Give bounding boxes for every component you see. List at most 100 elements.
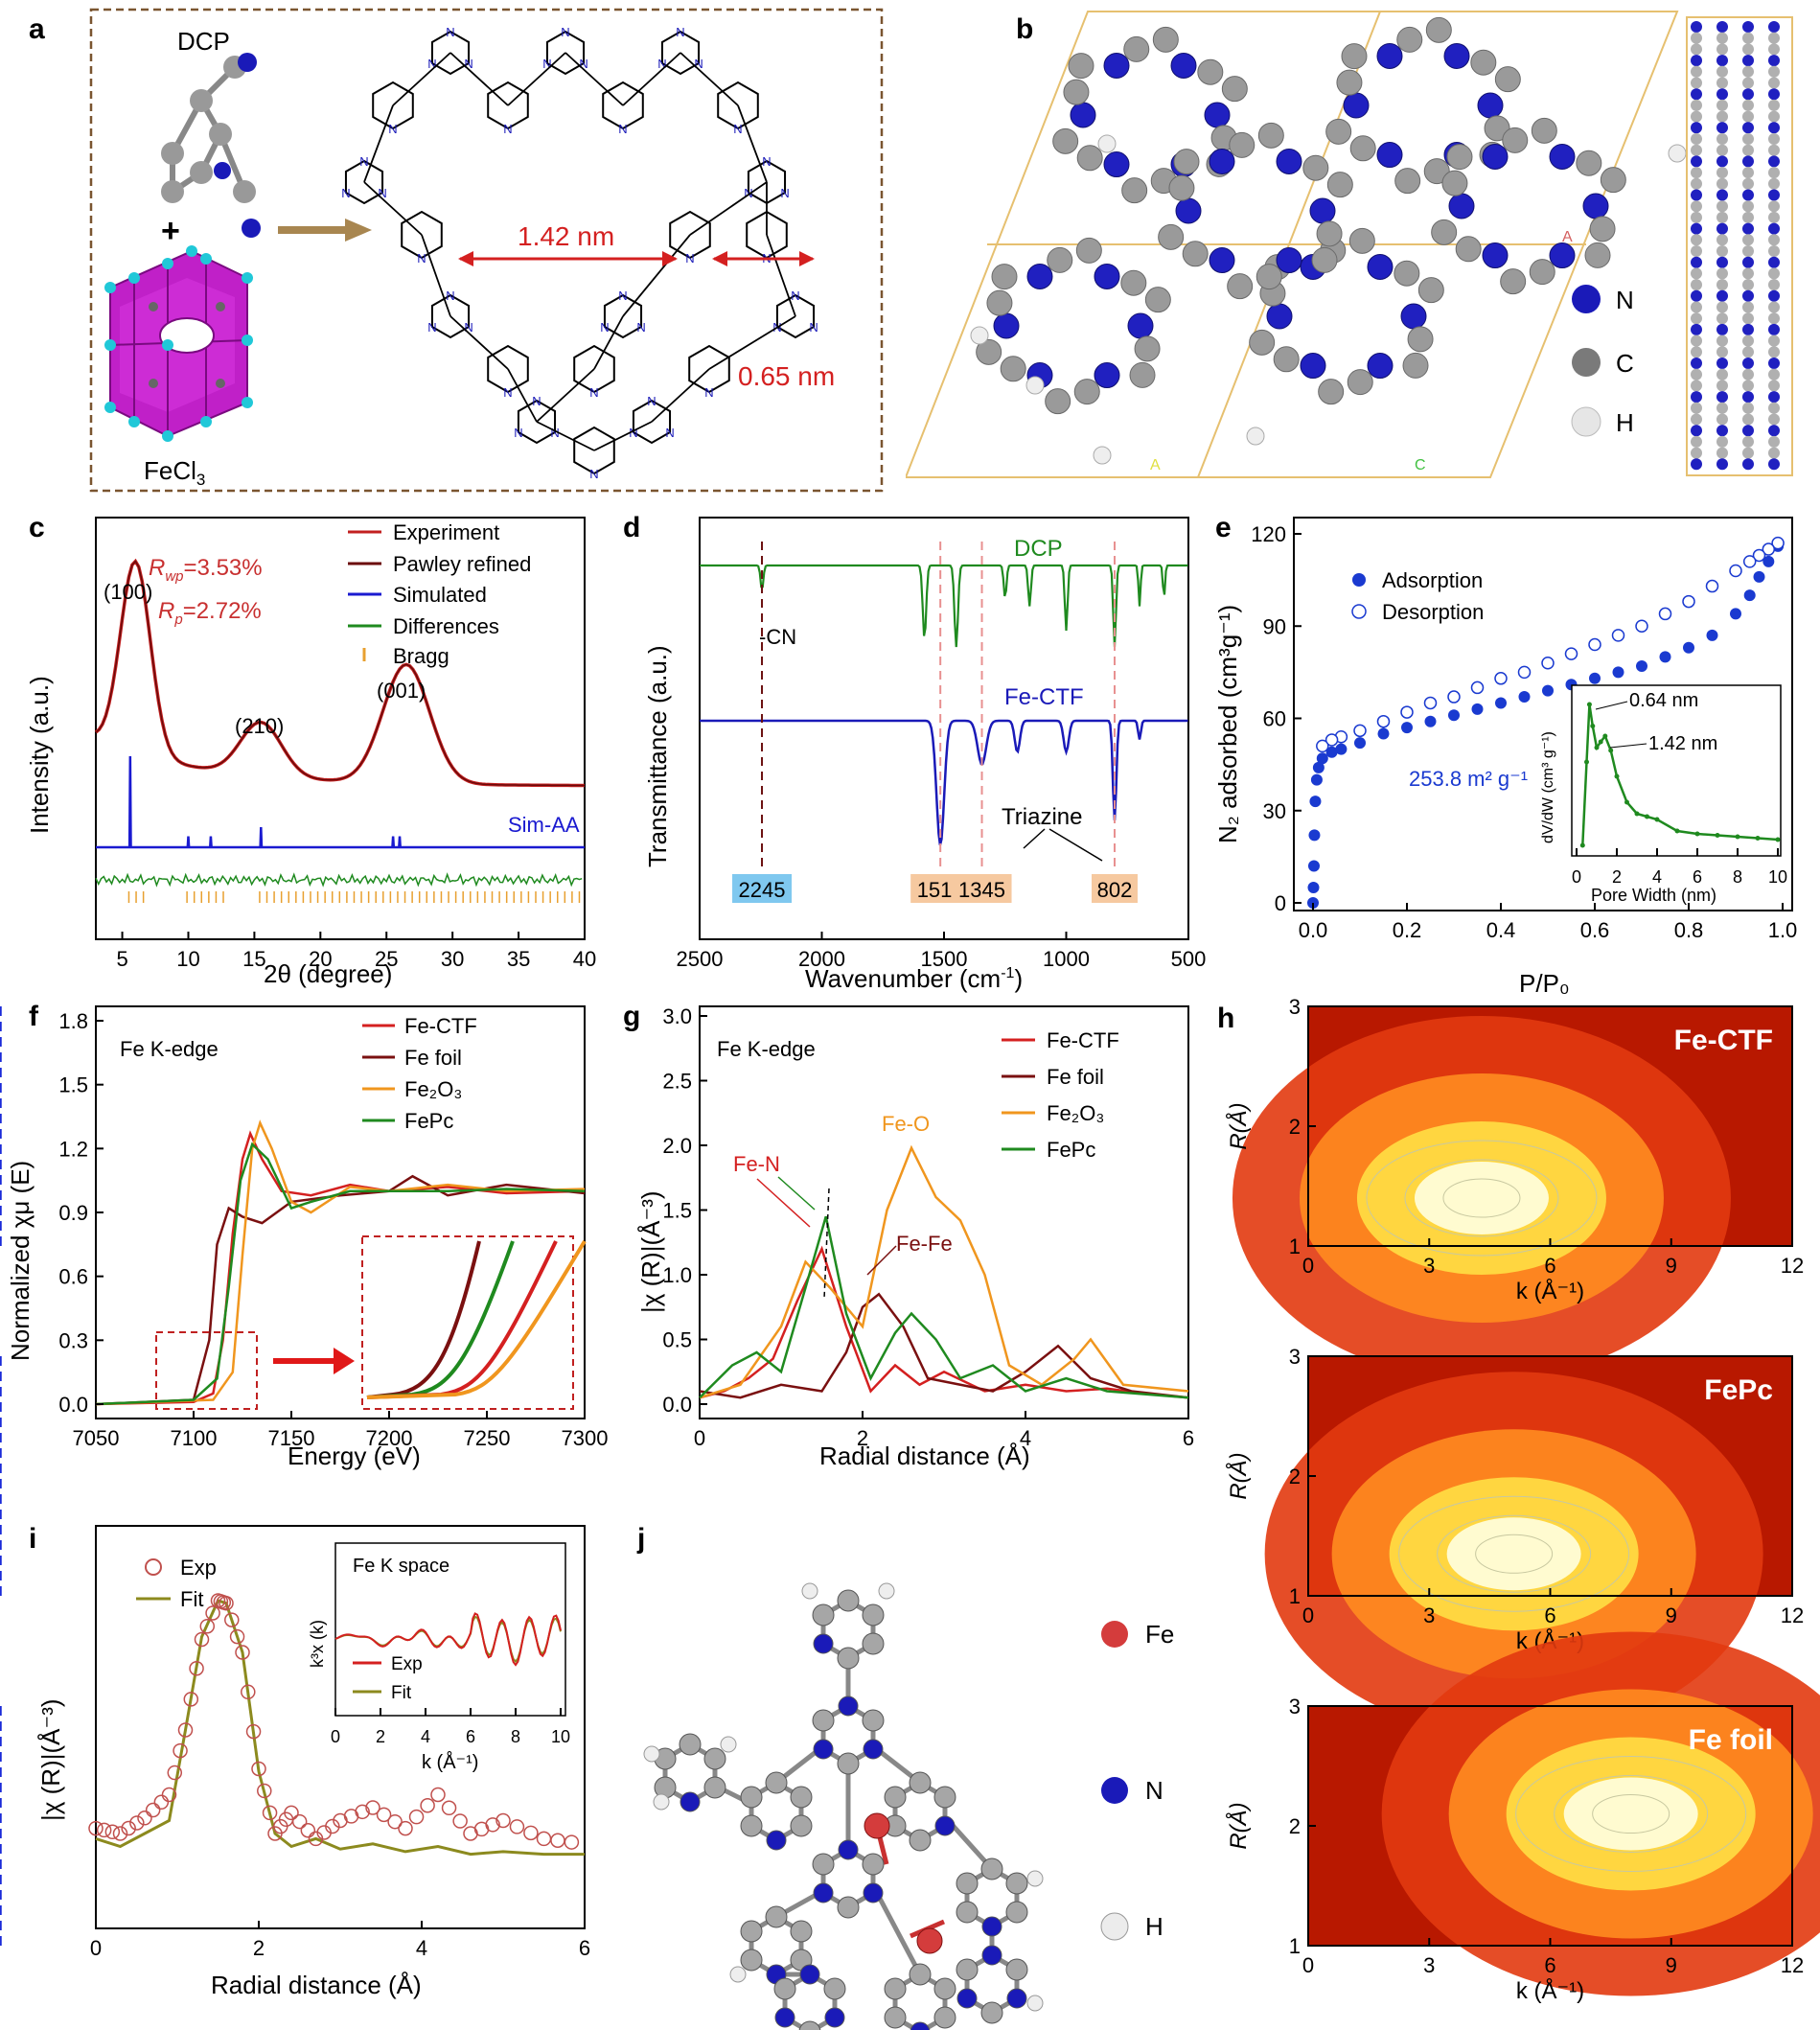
side-view-atom <box>1742 133 1754 145</box>
framework-bond <box>651 368 710 423</box>
panel-i-frame <box>95 1525 586 1929</box>
triazine-ring <box>344 159 384 205</box>
side-view-atom <box>1768 65 1780 78</box>
panel-f-legend: Fe-CTF Fe foil Fe₂O₃ FePc <box>362 1014 477 1133</box>
adsorption-point <box>1636 659 1647 672</box>
c-xtick-label: 35 <box>507 947 530 971</box>
panel-i: i Exp Fit Fe K space 0 2 4 6 8 10 Exp Fit k (… <box>29 1523 590 1999</box>
adsorption-point <box>1309 796 1322 808</box>
mol-carbon <box>837 1752 860 1775</box>
exp-point <box>173 1742 188 1759</box>
axis-letter-a2: A <box>1150 457 1161 473</box>
side-view-atom <box>1768 358 1780 369</box>
k-space-inset-plot: 0 2 4 6 8 10 <box>331 1612 570 1746</box>
carbon-atom <box>1529 259 1555 286</box>
pore-point <box>1645 814 1649 819</box>
panel-e-ylabel: N₂ adsorbed (cm³g⁻¹) <box>1213 605 1242 843</box>
side-view-atom <box>1691 133 1702 145</box>
panel-label-j: j <box>636 1523 645 1555</box>
pore-point <box>1654 817 1660 822</box>
side-view-atom <box>1716 413 1728 426</box>
panel-g-ylabel: |χ (R)|(Å⁻³) <box>636 1190 665 1313</box>
side-view-atom <box>1691 32 1702 44</box>
g-ytick-label: 0.0 <box>662 1393 692 1417</box>
h-ytick-label: 2 <box>1289 1115 1301 1139</box>
triazine-n-atom: N <box>341 186 350 200</box>
mol-carbon <box>773 1977 796 2000</box>
band-box <box>1091 874 1138 903</box>
side-view-atom <box>1716 177 1728 190</box>
wavelet-contour <box>1366 1140 1598 1257</box>
side-view-atom <box>1742 65 1754 78</box>
carbon-atom <box>991 264 1018 290</box>
pyridine-n-atom: N <box>417 251 426 265</box>
side-view-atom <box>1691 435 1702 448</box>
nitrogen-atom <box>1309 197 1336 224</box>
g-ytick-label: 3.0 <box>662 1004 692 1028</box>
adsorption-point <box>1706 629 1718 641</box>
mol-carbon <box>798 2020 821 2030</box>
h-xtick-label: 6 <box>1544 1254 1555 1278</box>
adsorption-point <box>1753 570 1765 583</box>
side-view-atom <box>1768 267 1780 280</box>
nitrogen-atom <box>1094 263 1120 289</box>
pore-point <box>1598 739 1603 745</box>
side-view-atom <box>1691 402 1702 414</box>
wavelet-title: Fe foil <box>1689 1724 1773 1756</box>
side-view-atom <box>1716 43 1728 56</box>
wavelet-peak <box>1446 1517 1581 1591</box>
side-view-atom <box>1742 380 1754 392</box>
sim-aa-label: Sim-AA <box>508 813 580 837</box>
panel-j-legend: Fe N H <box>1100 1620 1174 1941</box>
ft-curve <box>699 1215 1189 1399</box>
f-xtick-label: 7100 <box>171 1426 218 1450</box>
side-view-atom <box>1768 55 1780 67</box>
side-view-atom <box>1716 435 1728 448</box>
e-xtick-label: 1.0 <box>1768 918 1798 942</box>
desorption-point <box>1635 619 1648 633</box>
h-xtick-label: 0 <box>1302 1254 1314 1278</box>
carbon-atom <box>1256 264 1282 290</box>
zoom-curve <box>366 1240 558 1399</box>
h-xlabel: k (Å⁻¹) <box>1516 1977 1584 2004</box>
carbon-atom <box>1494 66 1521 93</box>
legend-h: H <box>1616 408 1634 437</box>
e-xtick-label: 0.4 <box>1486 918 1516 942</box>
side-view-atom <box>1768 110 1780 123</box>
panel-f-xlabel: Energy (eV) <box>288 1442 421 1470</box>
mol-carbon <box>980 2001 1003 2024</box>
side-view-atom <box>1691 413 1702 426</box>
carbon-atom <box>1470 49 1497 76</box>
carbon-atom <box>1348 227 1375 254</box>
carbon-atom <box>1336 69 1363 96</box>
exp-point <box>121 1820 136 1836</box>
nitrogen-atom <box>1266 303 1293 330</box>
side-view-atom <box>1768 301 1780 313</box>
nitrogen-atom <box>1127 312 1154 339</box>
desorption-point <box>1316 739 1329 753</box>
side-view-atom <box>1742 245 1754 257</box>
mol-carbon <box>909 1963 932 1986</box>
side-view-atom <box>1716 55 1728 67</box>
side-view-atom <box>1691 21 1702 33</box>
exp-point <box>88 1820 104 1836</box>
mol-carbon <box>812 1603 835 1626</box>
pyridine-ring <box>401 210 443 260</box>
framework-bond <box>421 234 451 317</box>
side-view-atom <box>1691 99 1702 111</box>
side-view-atom <box>1691 368 1702 381</box>
exp-point <box>161 1787 177 1803</box>
triazine-n-atom: N <box>579 57 587 71</box>
mol-carbon <box>933 1786 956 1809</box>
side-view-atom <box>1768 323 1780 335</box>
legend-fit: Fit <box>180 1587 203 1611</box>
pore-point <box>1586 702 1592 707</box>
carbon-atom <box>1316 220 1343 247</box>
side-view-atom <box>1742 77 1754 89</box>
side-view-atom <box>1768 256 1780 268</box>
desorption-point <box>1588 637 1601 652</box>
side-view-atom <box>1742 110 1754 123</box>
carbon-atom <box>1045 388 1071 415</box>
adsorption-point <box>1542 684 1554 697</box>
